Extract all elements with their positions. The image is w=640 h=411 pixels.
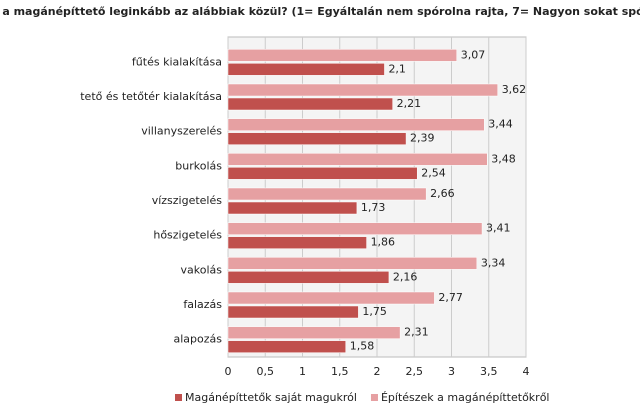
value-label: 1,58 xyxy=(350,340,375,353)
bar xyxy=(227,257,478,270)
y-tick-label: tető és tetőtér kialakítása xyxy=(80,90,222,103)
value-label: 2,16 xyxy=(393,270,418,283)
x-tick-label: 1,5 xyxy=(331,365,349,378)
value-label: 1,75 xyxy=(362,305,387,318)
bar xyxy=(227,118,485,131)
y-tick-label: burkolás xyxy=(175,159,222,172)
bar xyxy=(227,49,457,62)
bar xyxy=(227,271,390,284)
bar xyxy=(227,167,418,180)
bar xyxy=(227,153,488,166)
x-tick-label: 1 xyxy=(299,365,306,378)
value-label: 3,48 xyxy=(491,152,516,165)
y-tick-label: vakolás xyxy=(181,263,223,276)
bar xyxy=(227,305,359,319)
value-label: 3,34 xyxy=(481,256,506,269)
value-label: 2,54 xyxy=(421,166,446,179)
x-tick-label: 2 xyxy=(374,365,381,378)
value-label: 2,66 xyxy=(430,187,455,200)
value-label: 1,73 xyxy=(361,201,386,214)
bar xyxy=(227,326,401,339)
value-label: 1,86 xyxy=(371,236,396,249)
y-tick-label: hőszigetelés xyxy=(153,229,222,242)
legend-swatch xyxy=(175,394,182,401)
bar xyxy=(227,236,367,249)
y-tick-label: alapozás xyxy=(174,333,223,346)
bar xyxy=(227,201,358,215)
value-label: 3,41 xyxy=(486,222,511,235)
x-tick-label: 3 xyxy=(448,365,455,378)
y-tick-label: fűtés kialakítása xyxy=(132,55,222,68)
value-label: 2,21 xyxy=(397,97,422,110)
x-tick-label: 2,5 xyxy=(406,365,424,378)
y-tick-label: villanyszerelés xyxy=(141,125,222,138)
legend-swatch xyxy=(370,394,378,401)
x-tick-label: 4 xyxy=(523,365,530,378)
bar xyxy=(227,83,498,97)
value-label: 3,62 xyxy=(502,83,527,96)
x-tick-label: 0,5 xyxy=(257,365,275,378)
value-label: 2,39 xyxy=(410,132,435,145)
legend-label: Építészek a magánépíttetőkről xyxy=(381,391,550,404)
bar xyxy=(227,187,427,201)
bar xyxy=(227,97,393,111)
bar xyxy=(227,222,483,235)
bar xyxy=(227,291,435,305)
x-tick-label: 0 xyxy=(225,365,232,378)
bar xyxy=(227,63,385,76)
bar xyxy=(227,132,407,145)
legend-label: Magánépíttetők saját magukról xyxy=(185,391,357,404)
y-tick-label: vízszigetelés xyxy=(152,194,223,207)
bar xyxy=(227,340,346,353)
x-tick-label: 3,5 xyxy=(480,365,498,378)
value-label: 3,44 xyxy=(488,118,513,131)
value-label: 3,07 xyxy=(461,48,486,61)
value-label: 2,1 xyxy=(388,62,406,75)
chart-title: Min spórolna a magánépíttető leginkább a… xyxy=(0,5,640,18)
value-label: 2,77 xyxy=(438,291,463,304)
value-label: 2,31 xyxy=(404,326,429,339)
y-tick-label: falazás xyxy=(183,298,222,311)
